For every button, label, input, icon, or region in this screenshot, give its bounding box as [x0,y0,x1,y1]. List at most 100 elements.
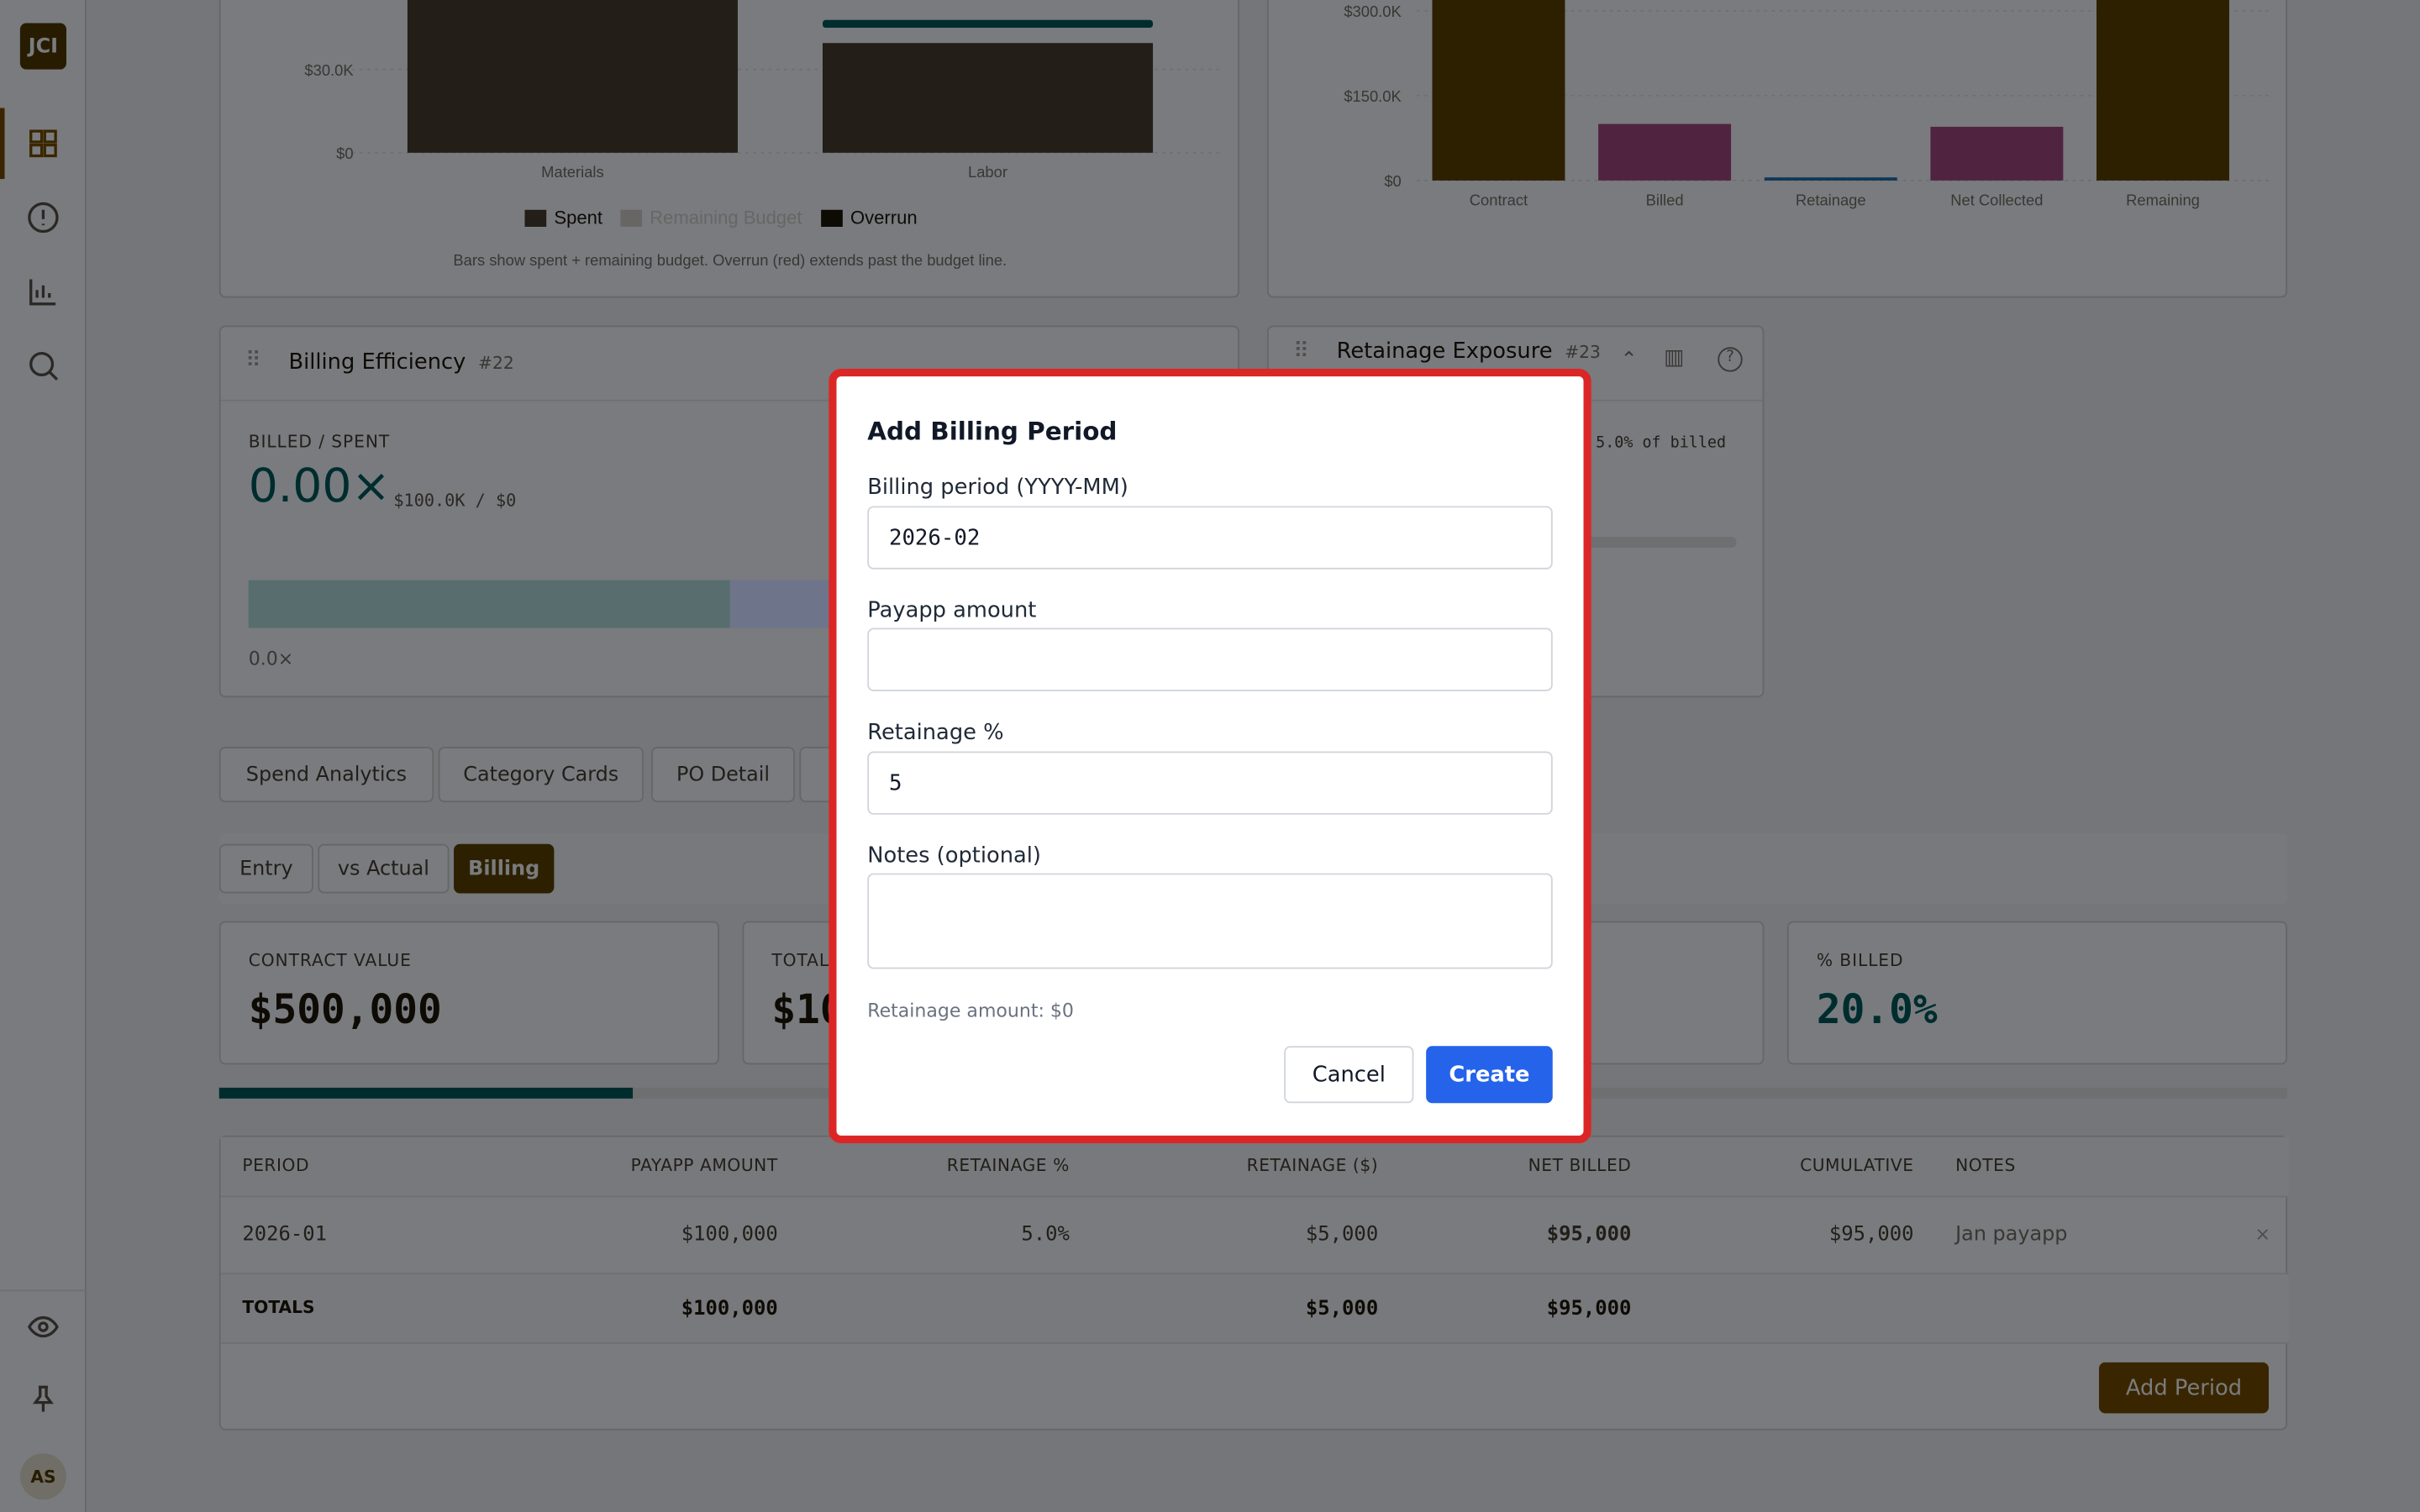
notes-label: Notes (optional) [867,843,1041,869]
chart-caption: Bars show spent + remaining budget. Over… [453,251,1007,269]
tab-spend-analytics[interactable]: Spend Analytics [218,746,434,803]
table-totals: TOTALS $100,000 $5,000 $95,000 [220,1274,2289,1344]
sidebar: JCI AS [0,0,87,1512]
notes-textarea[interactable] [867,873,1553,969]
drag-handle-icon[interactable]: ⠿ [245,349,261,374]
dialog-title: Add Billing Period [867,416,1118,446]
kpi-label: TOTAL [771,950,830,971]
totals-cell: $5,000 [1305,1297,1379,1321]
period-label: Billing period (YYYY-MM) [867,475,1128,501]
table-cell: $5,000 [1305,1223,1379,1247]
active-indicator [0,108,5,180]
retainage-label: Retainage % [867,720,1004,746]
card-number: #23 [1565,342,1601,363]
legend-swatch [524,209,547,228]
y-tick-label: $0 [1384,172,1401,190]
add-period-button[interactable]: Add Period [2098,1362,2270,1414]
bar-retainage [1764,177,1897,181]
kpi-value: 20.0% [1816,987,1938,1034]
amount-label: Payapp amount [867,598,1037,624]
create-button[interactable]: Create [1426,1046,1553,1104]
y-tick-label: $30.0K [304,61,354,79]
avatar[interactable]: AS [19,1453,66,1500]
column-header: PAYAPP AMOUNT [630,1155,778,1176]
table-cell: 2026-01 [242,1223,328,1247]
budget-chart: $0 $30.0K Materials Labor Spent Remaining Bud… [304,0,1224,269]
cancel-button[interactable]: Cancel [1284,1046,1414,1104]
pin-icon[interactable] [24,1381,61,1418]
table-row: 2026-01 $100,000 5.0% $5,000 $95,000 $95,000 J… [220,1197,2289,1275]
subtab-entry[interactable]: Entry [218,843,313,894]
columns-icon[interactable]: ▥ [1664,345,1685,370]
billing-summary-chart-card: $0 $150.0K $300.0K Contract Billed Retainage N… [1266,0,2288,298]
legend-label: Spent [554,207,602,228]
column-header: RETAINAGE ($) [1246,1155,1379,1176]
budget-chart-card: $0 $30.0K Materials Labor Spent Remaining Bud… [218,0,1239,298]
kpi-value: $500,000 [248,987,442,1034]
column-header: NET BILLED [1528,1155,1632,1176]
bar-net-collected [1930,126,2064,181]
card-header: ⠿ Billing Efficiency #22 [220,327,1239,402]
bar-billed [1598,123,1732,181]
logo: JCI [19,23,66,70]
x-tick-label: Billed [1646,191,1684,208]
billing-summary-chart: $0 $150.0K $300.0K Contract Billed Retainage N… [1344,0,2272,208]
subtab-vs-actual[interactable]: vs Actual [318,843,450,894]
subtab-billing[interactable]: Billing [454,843,555,894]
x-tick-label: Materials [541,163,603,181]
alert-circle-icon[interactable] [24,199,61,236]
kpi-label: % BILLED [1816,950,1904,971]
delete-row-icon[interactable]: × [2254,1223,2270,1246]
bar-spent-labor [822,43,1154,153]
bar-spent-materials [407,0,738,153]
x-tick-label: Remaining [2126,191,2200,208]
table-cell: $95,000 [1546,1223,1632,1247]
payapp-amount-input[interactable] [867,627,1553,691]
tab-po-detail[interactable]: PO Detail [651,746,795,803]
x-tick-label: Retainage [1796,191,1866,208]
metric-detail: $100.0K / $0 [393,491,517,511]
bar-remaining [2096,0,2229,181]
chevron-up-icon[interactable]: ⌃ [1620,349,1638,372]
eye-icon[interactable] [24,1309,61,1346]
billed-progress-fill [218,1087,634,1099]
y-tick-label: $150.0K [1344,87,1402,105]
y-tick-label: $300.0K [1344,3,1402,20]
x-tick-label: Net Collected [1950,191,2043,208]
divider [0,1289,87,1292]
drag-handle-icon[interactable]: ⠿ [1293,339,1310,365]
totals-cell: $100,000 [681,1297,778,1321]
retainage-amount-text: Retainage amount: $0 [867,1000,1074,1021]
table-header: PERIOD PAYAPP AMOUNT RETAINAGE % RETAINAGE … [220,1137,2289,1198]
kpi-label: CONTRACT VALUE [248,950,412,971]
bar-contract [1432,0,1565,181]
card-title: Billing Efficiency #22 [288,350,513,375]
title-text: Retainage Exposure [1336,339,1553,365]
help-icon[interactable]: ? [1718,347,1743,372]
billing-period-input[interactable] [867,506,1553,570]
totals-cell: $95,000 [1546,1297,1632,1321]
column-header: PERIOD [242,1155,310,1176]
x-tick-label: Labor [968,163,1007,181]
metric-value: 0.00× [248,459,391,514]
table-cell: 5.0% [1021,1223,1070,1247]
metric-label: BILLED / SPENT [248,432,391,453]
retainage-percent-input[interactable] [867,751,1553,815]
table-cell: $100,000 [681,1223,778,1247]
search-icon[interactable] [24,347,61,384]
card-number: #22 [478,353,514,374]
gauge-scale-label: 0.0× [248,648,294,670]
exposure-detail: 5.0% of billed [1596,434,1727,453]
column-header: CUMULATIVE [1800,1155,1914,1176]
totals-cell: TOTALS [242,1297,315,1318]
kpi-card: % BILLED 20.0% [1786,921,2288,1065]
card-title: Retainage Exposure #23 [1337,339,1601,364]
column-header: NOTES [1955,1155,2016,1176]
tab-category-cards[interactable]: Category Cards [438,746,644,803]
table-cell: Jan payapp [1955,1223,2068,1247]
add-billing-period-dialog: Add Billing Period Billing period (YYYY-… [829,368,1591,1144]
legend-swatch [821,209,843,228]
grid-icon[interactable] [24,125,61,162]
bar-chart-icon[interactable] [24,273,61,310]
